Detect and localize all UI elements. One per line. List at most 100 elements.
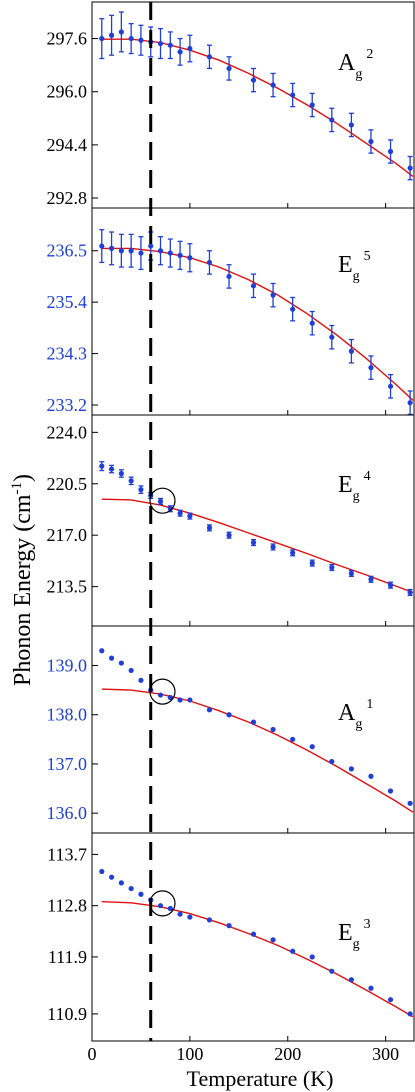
data-point bbox=[348, 570, 354, 576]
data-point bbox=[148, 243, 154, 249]
fit-curve bbox=[101, 901, 414, 1018]
data-point bbox=[118, 29, 124, 35]
y-tick-label: 111.9 bbox=[48, 947, 87, 967]
data-point bbox=[177, 911, 183, 917]
y-axis-label-main: Phonon Energy (cm bbox=[10, 494, 36, 686]
data-point bbox=[206, 707, 213, 713]
data-point bbox=[329, 758, 335, 765]
data-point bbox=[226, 712, 232, 718]
y-tick-label: 294.4 bbox=[47, 135, 88, 155]
data-point bbox=[177, 252, 183, 258]
panel-Eg3: 110.9 111.9 112.8 113.7 Eg3 bbox=[47, 832, 415, 1042]
mode-label: Eg5 bbox=[338, 249, 371, 284]
data-point bbox=[108, 245, 115, 251]
data-point bbox=[187, 255, 193, 261]
data-point bbox=[187, 513, 193, 519]
data-point bbox=[309, 560, 315, 566]
fit-curve bbox=[101, 247, 414, 401]
data-point bbox=[387, 788, 394, 794]
data-point bbox=[329, 334, 335, 340]
data-point bbox=[290, 306, 296, 312]
data-point bbox=[290, 736, 296, 742]
data-point bbox=[250, 539, 257, 546]
data-point bbox=[187, 914, 193, 920]
mode-label-main: A bbox=[338, 700, 356, 726]
data-point bbox=[329, 117, 335, 123]
data-point bbox=[128, 248, 134, 254]
mode-label-main: E bbox=[338, 920, 353, 946]
data-point bbox=[270, 82, 276, 88]
data-point bbox=[138, 891, 144, 897]
data-point bbox=[118, 470, 124, 477]
data-point bbox=[226, 273, 232, 280]
data-point bbox=[99, 648, 105, 654]
data-point bbox=[167, 42, 173, 48]
data-point bbox=[290, 550, 296, 556]
panel-frame bbox=[91, 625, 415, 834]
data-point bbox=[250, 719, 257, 725]
fit-curve bbox=[101, 498, 414, 594]
y-tick-label: 110.9 bbox=[47, 1004, 87, 1024]
data-point bbox=[270, 726, 276, 733]
data-point bbox=[99, 35, 105, 42]
y-tick-label: 136.0 bbox=[47, 803, 88, 823]
data-point bbox=[206, 54, 213, 60]
data-point bbox=[167, 905, 173, 912]
mode-label-main: E bbox=[338, 252, 353, 278]
mode-label-main: A bbox=[338, 50, 356, 76]
x-tick-labels: 0 100 200 300 bbox=[88, 1044, 400, 1064]
y-tick-label: 233.2 bbox=[47, 395, 88, 415]
data-point bbox=[226, 923, 232, 929]
data-point bbox=[206, 259, 213, 266]
mode-label-sub: g bbox=[353, 269, 360, 284]
data-point bbox=[329, 968, 335, 974]
panel-Eg4: 213.5 217.0 220.5 224.0 Eg4 bbox=[47, 414, 415, 627]
data-point bbox=[177, 510, 183, 516]
data-point bbox=[407, 800, 413, 806]
data-point bbox=[290, 92, 296, 98]
data-point bbox=[138, 487, 144, 493]
y-axis-label-sup: -1 bbox=[9, 482, 25, 495]
data-point bbox=[309, 744, 315, 750]
data-point bbox=[270, 937, 276, 943]
y-tick-label: 137.0 bbox=[47, 754, 88, 774]
data-point bbox=[108, 466, 115, 472]
y-axis-label-tail: ) bbox=[10, 474, 36, 482]
y-axis-label: Phonon Energy (cm-1) bbox=[9, 474, 36, 686]
data-point bbox=[99, 243, 105, 249]
data-point bbox=[157, 248, 164, 254]
data-point bbox=[128, 667, 134, 674]
y-tick-label: 112.8 bbox=[47, 896, 87, 916]
data-point bbox=[128, 35, 134, 42]
x-tick-label: 200 bbox=[274, 1044, 301, 1064]
data-point bbox=[187, 697, 193, 703]
data-point bbox=[157, 903, 164, 909]
highlight-circle bbox=[149, 678, 176, 705]
highlight-circle bbox=[149, 487, 176, 514]
data-point bbox=[270, 292, 276, 298]
y-tick-label: 224.0 bbox=[47, 422, 88, 442]
data-point bbox=[250, 77, 257, 83]
mode-label-sup: 3 bbox=[364, 917, 371, 932]
data-point bbox=[118, 248, 124, 254]
data-point bbox=[270, 544, 276, 550]
data-point bbox=[138, 677, 144, 683]
data-point bbox=[387, 582, 394, 588]
panel-Eg5: 233.2 234.3 235.4 236.5 Eg5 bbox=[47, 207, 415, 416]
y-tick-label: 220.5 bbox=[47, 474, 88, 494]
data-point bbox=[128, 885, 134, 892]
mode-label: Eg3 bbox=[338, 917, 371, 952]
data-point bbox=[118, 660, 124, 666]
x-tick-label: 0 bbox=[88, 1044, 97, 1064]
data-point bbox=[309, 954, 315, 960]
panel-Ag2: 292.8 294.4 296.0 297.6 Ag2 bbox=[47, 1, 415, 209]
mode-label: Eg4 bbox=[338, 469, 371, 504]
data-point bbox=[118, 880, 124, 886]
data-point bbox=[368, 365, 374, 371]
fit-curve bbox=[101, 688, 414, 813]
data-point bbox=[157, 692, 164, 698]
data-point bbox=[128, 478, 134, 484]
data-point bbox=[368, 138, 374, 145]
data-point bbox=[368, 985, 374, 991]
